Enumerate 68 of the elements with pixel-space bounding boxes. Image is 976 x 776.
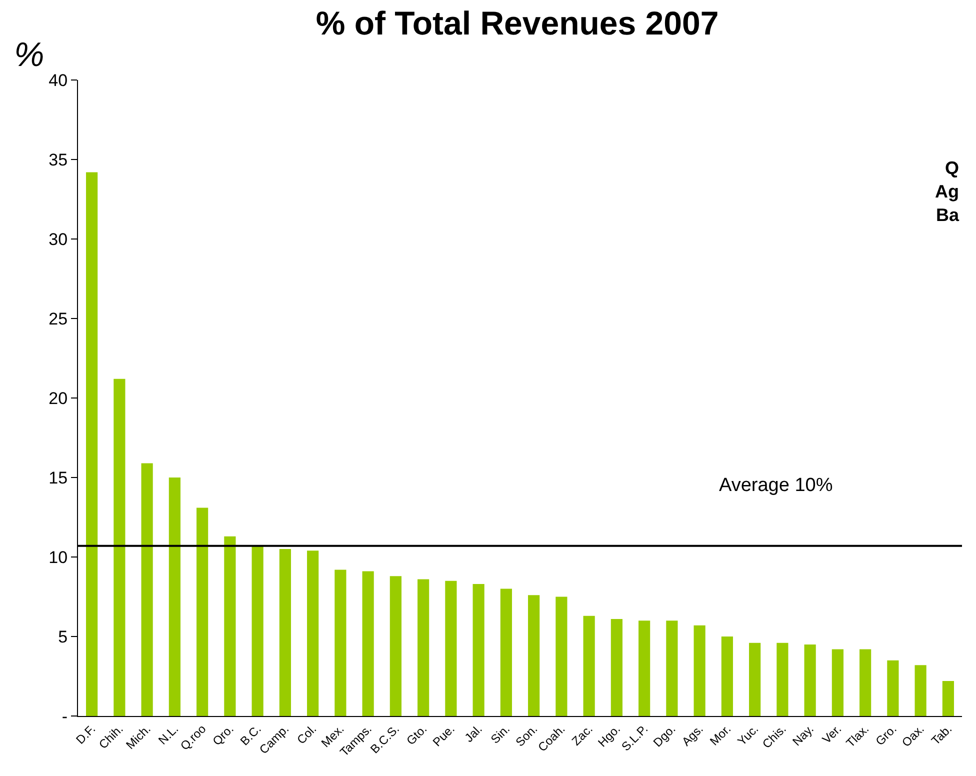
y-axis-title: %: [14, 36, 44, 74]
bar: [168, 478, 180, 716]
x-tick-label: Nay.: [790, 722, 816, 749]
x-tick-label: Sin.: [488, 722, 513, 746]
x-tick-label: Oax.: [899, 722, 927, 750]
x-tick-label: Yuc.: [734, 722, 762, 748]
y-tick-label: 35: [48, 150, 68, 170]
y-tick-label: 25: [48, 309, 68, 328]
bar: [86, 172, 98, 716]
bar: [196, 508, 208, 716]
bar: [721, 636, 733, 716]
bar: [307, 550, 319, 716]
x-tick-label: Tlax.: [843, 722, 872, 750]
x-tick-label: Chih.: [96, 722, 126, 752]
bar: [390, 576, 402, 716]
chart-title: % of Total Revenues 2007: [316, 4, 719, 42]
x-tick-label: Tab.: [928, 722, 955, 748]
bar: [445, 580, 457, 716]
x-tick-label: Pue.: [430, 722, 458, 750]
bar: [804, 644, 816, 716]
x-tick-label: Gto.: [404, 722, 430, 748]
x-tick-label: Dgo.: [650, 722, 678, 750]
bar: [141, 463, 153, 716]
x-tick-label: Chis.: [760, 722, 789, 752]
bar: [776, 642, 788, 716]
x-tick-label: Ver.: [820, 722, 844, 746]
y-tick-label: -: [62, 706, 68, 726]
bar: [583, 616, 595, 716]
bar: [334, 570, 346, 716]
bar: [942, 681, 954, 716]
annotation: Q Ag Ba: [935, 158, 960, 225]
bar: [528, 595, 540, 716]
x-tick-label: Hgo.: [595, 722, 624, 750]
y-tick-label: 10: [48, 548, 68, 567]
x-tick-label: Mor.: [707, 722, 734, 748]
bar: [887, 660, 899, 716]
x-tick-label: Qro.: [210, 722, 236, 748]
bar: [418, 579, 430, 716]
y-tick-label: 40: [48, 70, 68, 90]
bar: [362, 571, 374, 716]
y-tick-label: 30: [48, 230, 68, 249]
bar: [556, 596, 568, 716]
x-tick-label: Son.: [512, 722, 540, 750]
ref-line-label: Average 10%: [719, 475, 833, 496]
bar: [114, 378, 126, 716]
y-tick-label: 20: [48, 388, 68, 408]
y-tick-label: 5: [58, 627, 68, 646]
bar: [500, 588, 512, 716]
bar: [252, 546, 264, 716]
x-tick-label: D.F.: [73, 722, 98, 747]
x-tick-label: Gro.: [872, 722, 900, 748]
x-tick-label: Ags.: [679, 722, 706, 749]
bar: [832, 649, 844, 716]
bar: [666, 620, 678, 716]
bar: [860, 649, 872, 716]
bar: [472, 584, 484, 716]
bar: [279, 549, 291, 716]
y-tick-label: 15: [48, 468, 68, 488]
x-tick-label: Zac.: [569, 722, 596, 748]
x-tick-label: Jal.: [462, 722, 485, 745]
bar: [224, 536, 236, 716]
x-tick-label: N.L.: [156, 722, 182, 748]
bar: [610, 619, 622, 716]
bar: [914, 665, 926, 716]
bar: [638, 620, 650, 716]
bar: [749, 642, 761, 716]
bar: [694, 625, 706, 716]
x-tick-label: Col.: [294, 722, 320, 747]
